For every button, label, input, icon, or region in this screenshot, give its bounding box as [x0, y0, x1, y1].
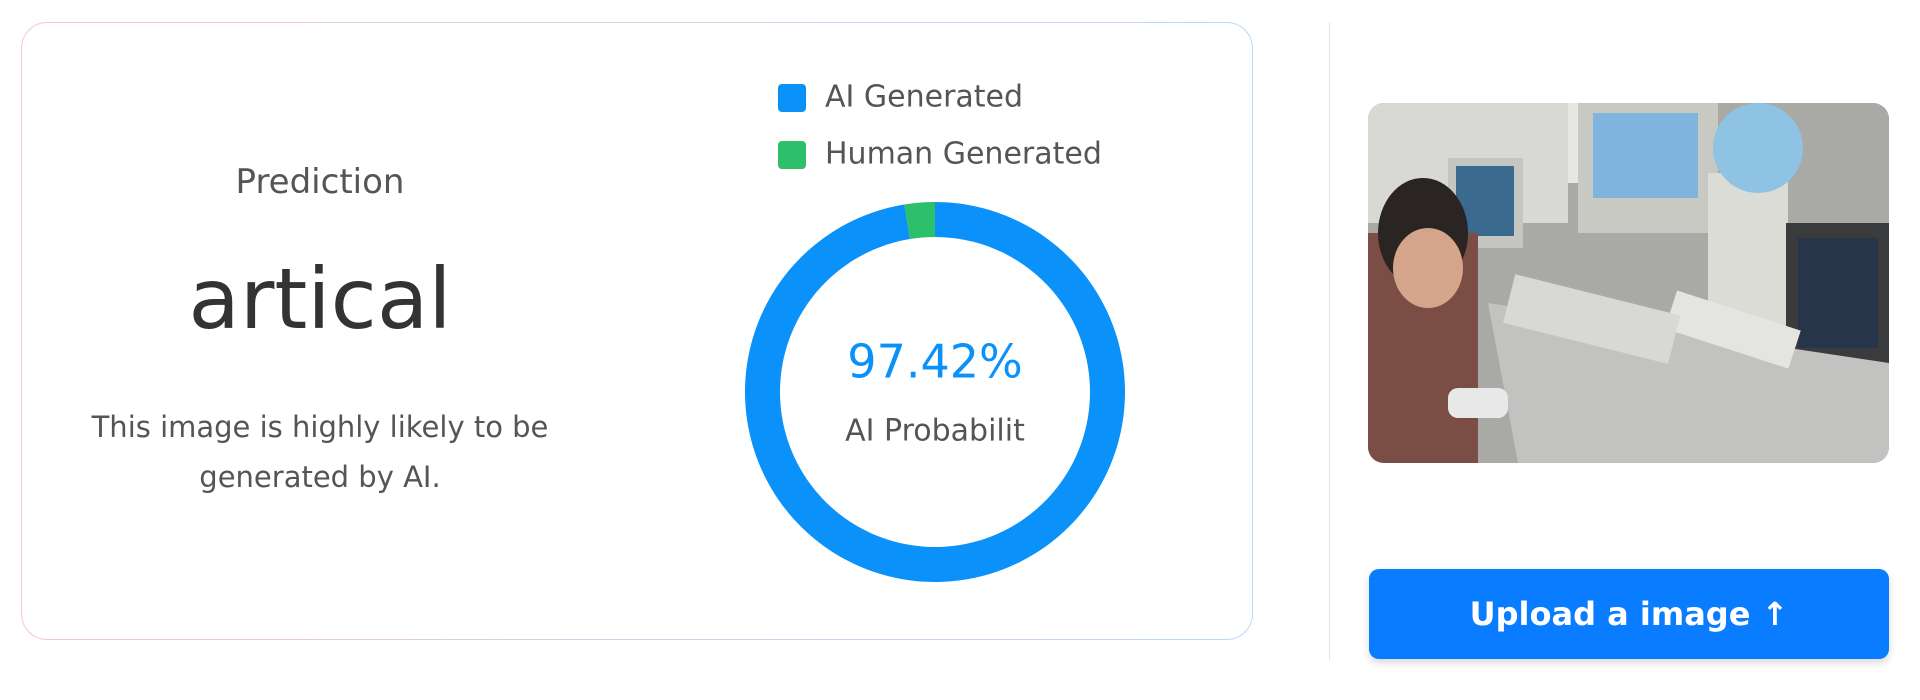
- donut-segment: [904, 202, 935, 240]
- legend-swatch: [778, 84, 806, 112]
- prediction-heading: Prediction: [235, 162, 405, 202]
- legend-label: Human Generated: [825, 137, 1102, 172]
- uploaded-photo: [1368, 103, 1889, 463]
- donut-segment: [744, 202, 1125, 582]
- center-text: AI Probabilit: [845, 414, 1025, 449]
- upload-button[interactable]: Upload a image ↑: [1369, 569, 1889, 659]
- center-value: 97.42%: [847, 335, 1022, 389]
- legend-swatch: [778, 141, 806, 169]
- prediction-description: This image is highly likely to be genera…: [91, 410, 549, 494]
- prediction-label: artical: [188, 250, 452, 348]
- legend-label: AI Generated: [825, 80, 1023, 115]
- photo-drawing: [1368, 103, 1889, 463]
- divider: [1329, 22, 1330, 660]
- result-card: [21, 22, 1253, 640]
